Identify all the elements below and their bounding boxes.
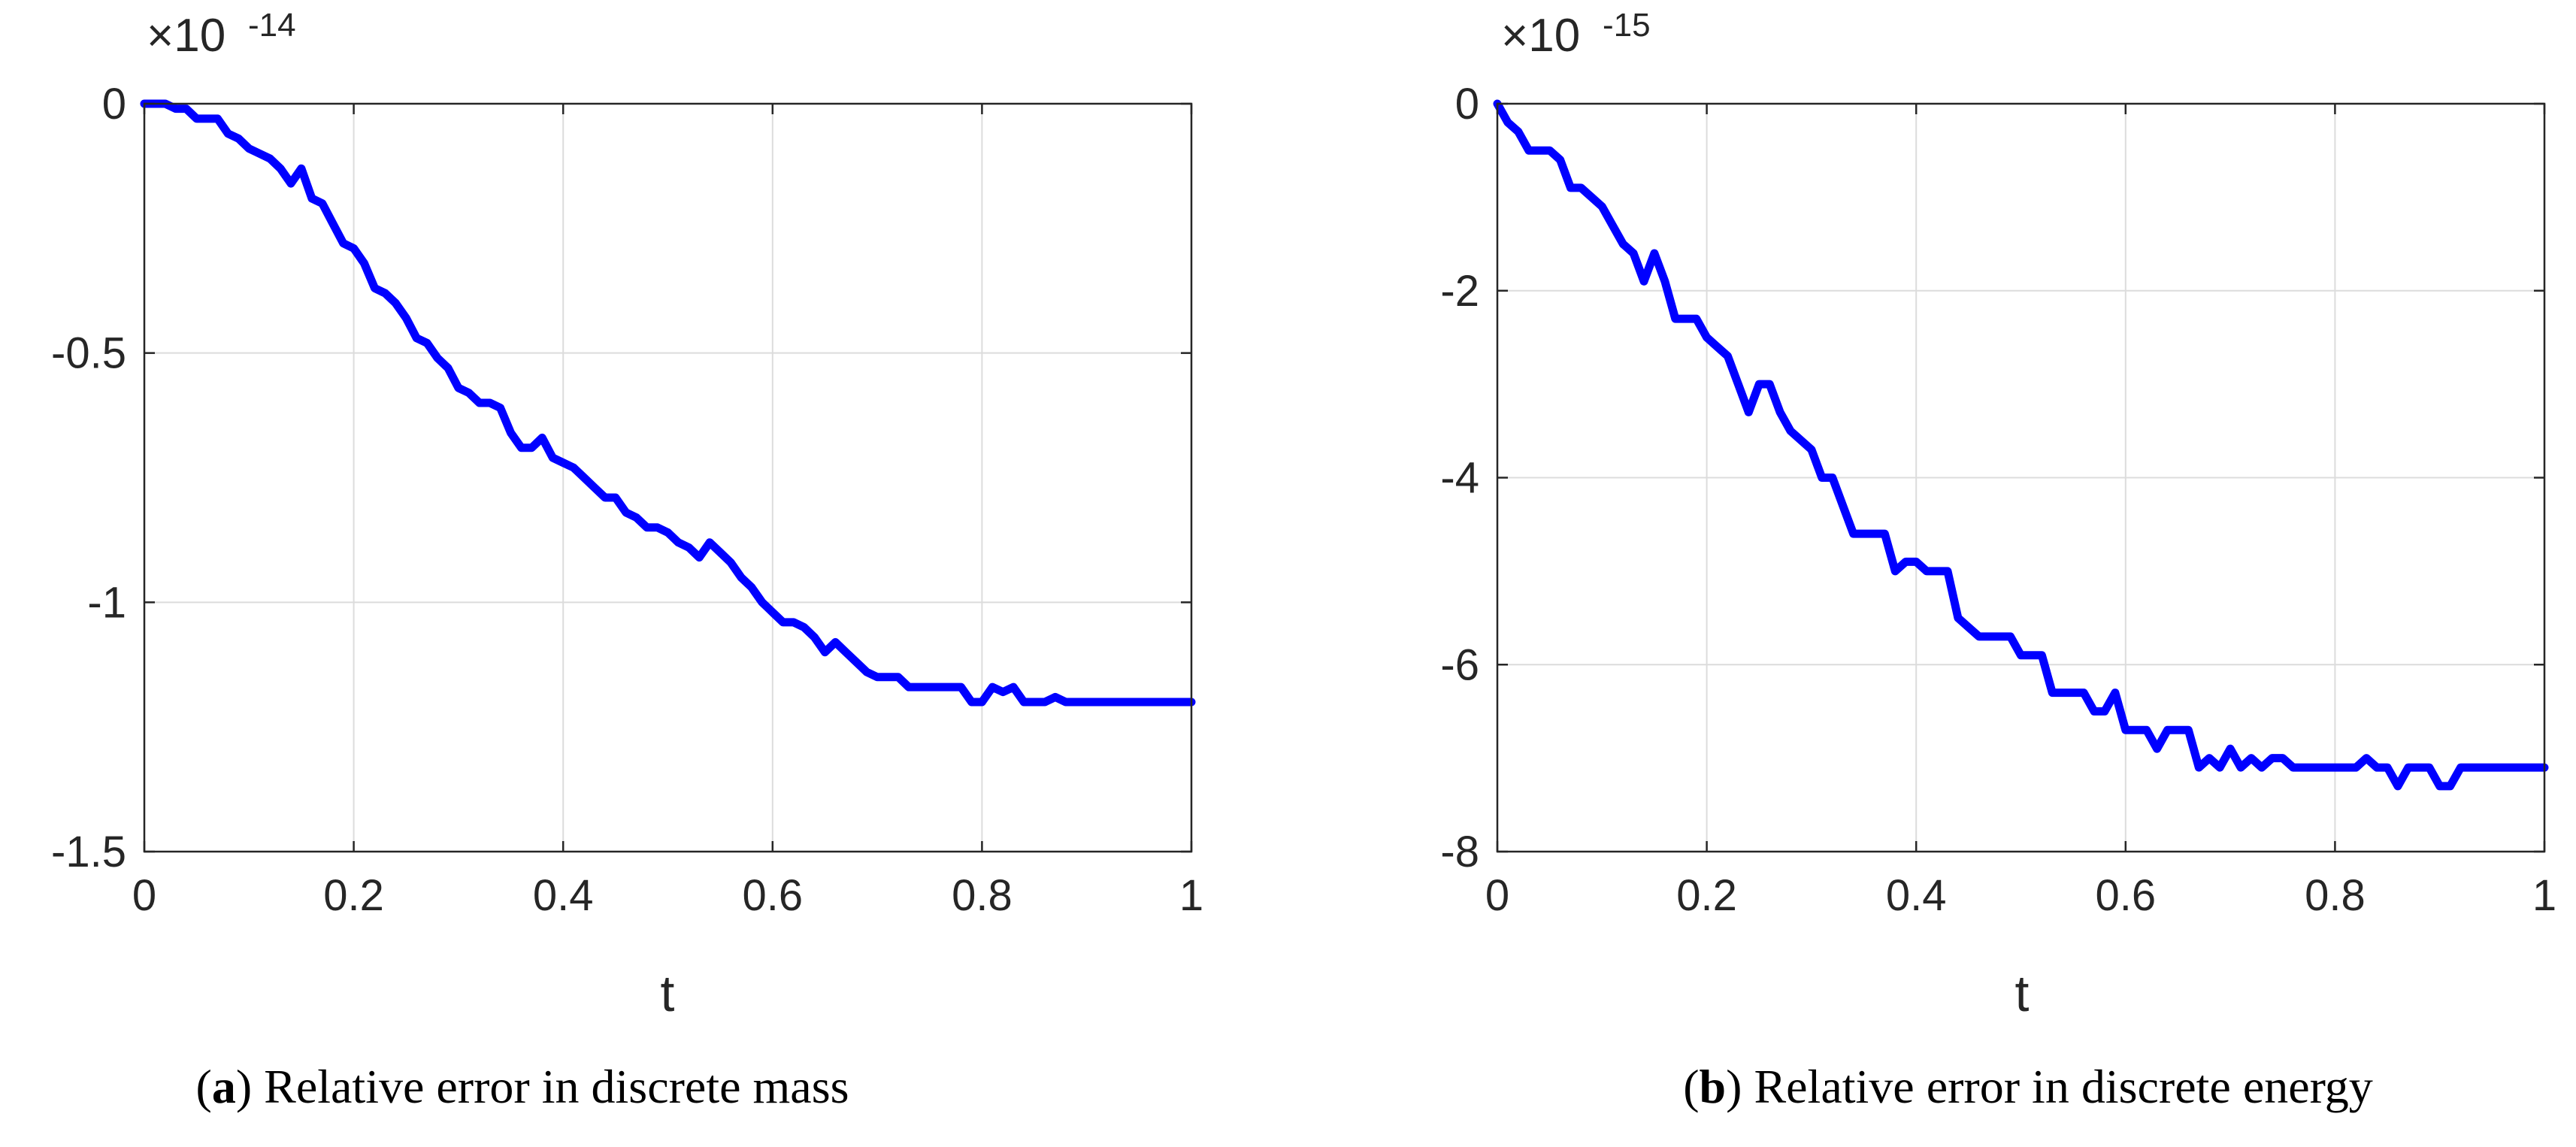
panel-a-y-tick-label: -0.5 (51, 329, 126, 378)
panel-b-y-tick-label: -6 (1440, 640, 1479, 689)
panel-a-caption-paren-open: ( (196, 1060, 212, 1113)
panel-a-caption: (a) Relative error in discrete mass (196, 1060, 849, 1113)
panel-b-x-tick-label: 1 (2532, 871, 2556, 920)
panel-a-x-tick-label: 1 (1179, 871, 1203, 920)
panel-a-x-tick-label: 0.2 (323, 871, 384, 920)
panel-b-exponent-base: ×10 (1501, 10, 1580, 62)
panel-a-x-tick-label: 0.4 (533, 871, 594, 920)
panel-a-caption-text: Relative error in discrete mass (264, 1060, 849, 1113)
panel-b-exponent-power: -15 (1603, 7, 1651, 44)
panel-b-y-tick-label: 0 (1455, 80, 1479, 129)
panel-b-caption-paren-close: ) (1726, 1060, 1754, 1113)
panel-b-caption: (b) Relative error in discrete energy (1683, 1060, 2373, 1113)
panel-a-axes-box (143, 102, 1193, 853)
panel-a-caption-label: a (212, 1060, 236, 1113)
panel-b-y-tick-label: -8 (1440, 828, 1479, 876)
panel-b-caption-paren-open: ( (1683, 1060, 1699, 1113)
panel-b-x-tick-label: 0.8 (2305, 871, 2366, 920)
panel-b-x-tick-label: 0.2 (1676, 871, 1737, 920)
panel-b-plot-area: 0 0.2 0.4 0.6 0.8 1 0 -2 -4 -6 -8 (1440, 80, 2556, 920)
panel-b-caption-text: Relative error in discrete energy (1754, 1060, 2372, 1113)
panel-a-axes-background (144, 104, 1191, 852)
panel-a-x-axis-label: t (661, 965, 675, 1022)
panel-b-x-tick-label: 0 (1485, 871, 1509, 920)
panel-b-caption-label: b (1700, 1060, 1727, 1113)
panel-b-y-tick-label: -4 (1440, 454, 1479, 503)
panel-a-exponent-base: ×10 (147, 10, 226, 62)
panel-b-y-tick-label: -2 (1440, 267, 1479, 316)
panel-a-caption-paren-close: ) (236, 1060, 264, 1113)
panel-b-x-tick-label: 0.6 (2095, 871, 2156, 920)
panel-b-x-tick-label: 0.4 (1886, 871, 1947, 920)
panel-b-x-axis-label: t (2015, 965, 2030, 1022)
panel-a-series-line (140, 99, 1196, 707)
panel-b-energy-error-chart: 0 0.2 0.4 0.6 0.8 1 0 -2 -4 -6 -8 ×10 -15 t (b) Rel… (1440, 7, 2556, 1113)
panel-a-y-tick-label: -1 (87, 578, 126, 627)
panel-a-x-tick-label: 0.8 (952, 871, 1013, 920)
panel-b-series-line (1493, 99, 2549, 791)
panel-a-x-tick-label: 0 (132, 871, 156, 920)
panel-a-y-tick-label: 0 (102, 80, 126, 129)
panel-a-x-tick-label: 0.6 (742, 871, 803, 920)
panel-a-y-tick-label: -1.5 (51, 828, 126, 876)
panel-a-exponent-power: -14 (248, 7, 296, 44)
panel-a-mass-error-chart: 0 0.2 0.4 0.6 0.8 1 0 -0.5 -1 -1.5 ×10 -14 t (a) R… (51, 7, 1203, 1113)
panel-a-plot-area: 0 0.2 0.4 0.6 0.8 1 0 -0.5 -1 -1.5 (51, 80, 1203, 920)
